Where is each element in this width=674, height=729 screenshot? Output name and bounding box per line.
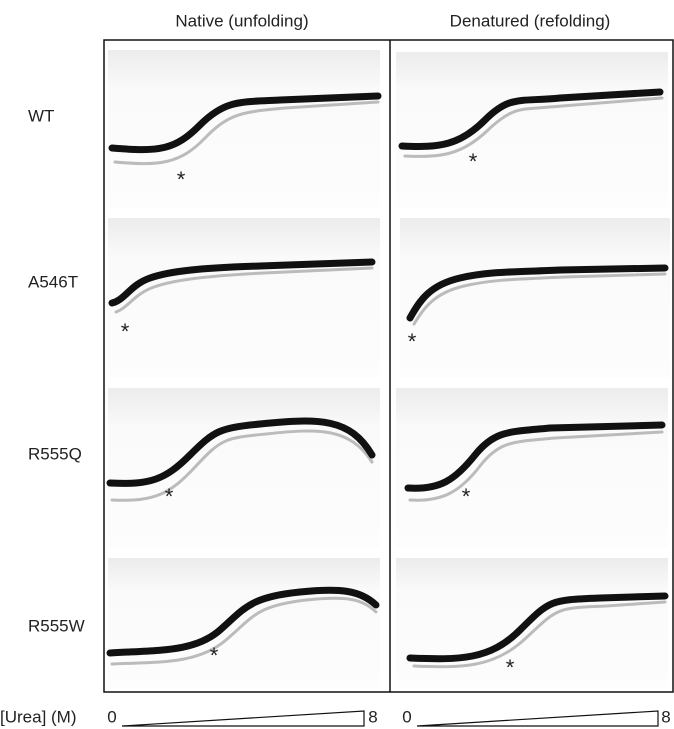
band-shadow xyxy=(403,96,664,158)
band xyxy=(406,264,669,322)
axis-label: [Urea] (M) xyxy=(0,707,77,726)
axis-end: 8 xyxy=(661,707,670,726)
asterisk: * xyxy=(462,484,471,509)
band xyxy=(106,586,380,657)
band-shadow xyxy=(110,429,374,502)
row-label: R555Q xyxy=(28,444,82,463)
band xyxy=(108,92,382,154)
gel-panel xyxy=(108,388,380,548)
asterisk: * xyxy=(121,319,130,344)
asterisk: * xyxy=(408,329,417,354)
gel-panel xyxy=(396,388,668,548)
asterisk: * xyxy=(210,643,219,668)
band xyxy=(106,417,376,487)
bands xyxy=(106,88,669,669)
axis-end: 8 xyxy=(368,707,377,726)
band-shadow xyxy=(110,596,378,666)
asterisk: * xyxy=(165,484,174,509)
gel-panel xyxy=(108,50,380,208)
band-shadow xyxy=(408,430,664,502)
asterisk: * xyxy=(469,149,478,174)
column-header: Native (unfolding) xyxy=(175,11,308,30)
column-header: Denatured (refolding) xyxy=(450,11,611,30)
asterisk: * xyxy=(177,167,186,192)
asterisks: * * * * * * * * xyxy=(121,149,515,680)
gel-panel xyxy=(396,52,668,208)
asterisk: * xyxy=(506,655,515,680)
frame xyxy=(103,39,674,693)
band xyxy=(108,258,376,307)
band-shadow xyxy=(412,600,667,669)
band-shadow xyxy=(412,272,667,326)
urea-wedge xyxy=(121,710,365,727)
row-label: R555W xyxy=(28,616,85,635)
axis-start: 0 xyxy=(107,707,116,726)
gel-panel xyxy=(108,218,380,378)
band xyxy=(406,592,669,663)
band-shadow xyxy=(114,266,374,314)
band xyxy=(404,421,666,492)
axis-start: 0 xyxy=(402,707,411,726)
band-shadow xyxy=(113,100,380,166)
urea-wedge xyxy=(416,710,659,727)
band xyxy=(398,88,664,150)
row-label: WT xyxy=(28,106,54,125)
row-label: A546T xyxy=(28,272,78,291)
gels xyxy=(108,50,670,688)
gel-panel xyxy=(400,218,670,378)
